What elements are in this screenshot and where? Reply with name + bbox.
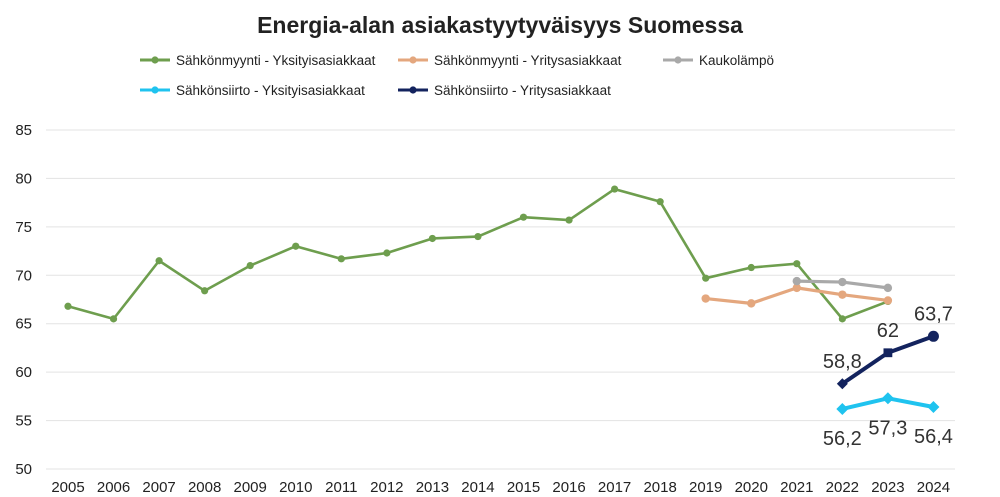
series-0-point: [702, 274, 710, 282]
series-4: [836, 330, 939, 390]
series-0-point: [109, 315, 118, 323]
x-tick-label: 2018: [643, 479, 676, 496]
legend-item: Kaukolämpö: [663, 53, 774, 68]
legend-label: Kaukolämpö: [699, 53, 774, 68]
series-0-point: [474, 232, 482, 241]
legend-item: Sähkönsiirto - Yksityisasiakkaat: [140, 83, 365, 98]
legend-swatch-marker: [151, 56, 159, 64]
series-0-point: [656, 198, 664, 206]
y-tick-label: 60: [15, 364, 32, 381]
series-0-point: [201, 287, 209, 295]
legend-label: Sähkönmyynti - Yritysasiakkaat: [434, 53, 622, 68]
x-axis: 2005 2006 2007 2008 2009 2010 2011 2012 2013 2014…: [51, 479, 950, 496]
x-tick-label: 2017: [598, 479, 631, 496]
y-tick-label: 75: [15, 219, 32, 236]
series-3-point: [927, 401, 940, 414]
series-0-point: [155, 257, 163, 265]
series-0: [64, 185, 892, 323]
data-labels: 56,2 57,3 56,4 58,8 62 63,7: [823, 303, 953, 450]
series-1: [701, 283, 893, 308]
data-label: 56,4: [914, 426, 953, 448]
y-tick-label: 65: [15, 316, 32, 333]
x-tick-label: 2011: [325, 479, 357, 496]
series-2-point: [883, 283, 893, 293]
series-1-point: [747, 299, 756, 308]
x-tick-label: 2006: [97, 479, 130, 496]
y-tick-label: 50: [15, 461, 32, 478]
legend-item: Sähkönsiirto - Yritysasiakkaat: [398, 83, 611, 98]
series-0-point: [337, 255, 345, 263]
series-0-point: [246, 262, 254, 270]
series-2-point: [838, 277, 847, 287]
data-label: 56,2: [823, 428, 862, 450]
x-tick-label: 2009: [234, 479, 267, 496]
legend-swatch-marker: [151, 86, 159, 94]
series-4-point: [927, 330, 939, 342]
legend-swatch-marker: [409, 56, 417, 64]
series-0-point: [747, 263, 755, 272]
data-label: 58,8: [823, 351, 862, 373]
series-2-point: [792, 276, 801, 286]
x-tick-label: 2007: [142, 479, 175, 496]
data-label: 63,7: [914, 303, 953, 325]
series-4-point: [836, 378, 848, 390]
x-tick-label: 2012: [370, 479, 403, 496]
series-0-point: [428, 234, 436, 243]
data-label: 57,3: [868, 417, 907, 439]
legend-item: Sähkönmyynti - Yritysasiakkaat: [398, 53, 622, 68]
legend: Sähkönmyynti - Yksityisasiakkaat Sähkönmy…: [140, 53, 774, 98]
series-1-point: [883, 296, 893, 305]
series-3-point: [881, 392, 894, 405]
series-1-point: [838, 290, 847, 299]
series-3: [836, 392, 940, 415]
x-tick-label: 2005: [51, 479, 84, 496]
x-tick-label: 2021: [780, 479, 813, 496]
legend-label: Sähkönmyynti - Yksityisasiakkaat: [176, 53, 376, 68]
x-tick-label: 2016: [552, 479, 585, 496]
x-tick-label: 2010: [279, 479, 312, 496]
data-label: 62: [877, 320, 899, 342]
series-0-point: [565, 216, 573, 224]
x-tick-label: 2008: [188, 479, 221, 496]
y-tick-label: 70: [15, 267, 32, 284]
series-0-point: [519, 213, 528, 221]
legend-swatch-marker: [409, 86, 417, 94]
legend-label: Sähkönsiirto - Yksityisasiakkaat: [176, 83, 365, 98]
y-tick-label: 85: [15, 122, 32, 139]
gridlines: [46, 129, 955, 470]
series-0-point: [838, 315, 846, 323]
series-0-point: [611, 185, 619, 193]
x-tick-label: 2015: [507, 479, 540, 496]
x-tick-label: 2019: [689, 479, 722, 496]
chart-title: Energia-alan asiakastyytyväisyys Suomess…: [257, 12, 743, 38]
series-0-point: [64, 302, 72, 310]
x-tick-label: 2020: [735, 479, 768, 496]
y-axis: 50 55 60 65 70 75 80 85: [15, 122, 32, 478]
x-tick-label: 2024: [917, 479, 950, 496]
series-2: [792, 276, 893, 293]
y-tick-label: 55: [15, 413, 32, 430]
series-4-point: [883, 348, 893, 358]
legend-label: Sähkönsiirto - Yritysasiakkaat: [434, 83, 611, 98]
series-group: [64, 185, 940, 415]
series-0-point: [793, 260, 801, 268]
series-3-point: [836, 402, 849, 415]
series-1-point: [701, 294, 710, 303]
y-tick-label: 80: [15, 170, 32, 187]
series-1-point: [792, 283, 801, 293]
series-0-point: [292, 242, 300, 250]
series-0-point: [383, 249, 391, 257]
legend-swatch-marker: [674, 56, 682, 64]
x-tick-label: 2022: [826, 479, 859, 496]
legend-item: Sähkönmyynti - Yksityisasiakkaat: [140, 53, 376, 68]
x-tick-label: 2013: [416, 479, 449, 496]
x-tick-label: 2023: [871, 479, 904, 496]
x-tick-label: 2014: [461, 479, 494, 496]
